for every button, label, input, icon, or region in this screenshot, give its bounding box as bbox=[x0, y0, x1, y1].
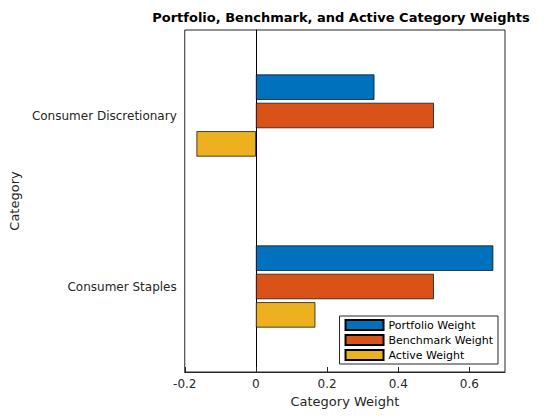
svg-text:Consumer Staples: Consumer Staples bbox=[67, 280, 176, 294]
svg-text:Category: Category bbox=[7, 171, 22, 231]
svg-text:0: 0 bbox=[252, 377, 260, 391]
svg-text:0.4: 0.4 bbox=[389, 377, 408, 391]
svg-text:Consumer Discretionary: Consumer Discretionary bbox=[32, 109, 177, 123]
svg-text:-0.2: -0.2 bbox=[173, 377, 196, 391]
svg-text:Benchmark Weight: Benchmark Weight bbox=[389, 334, 494, 347]
svg-text:Active Weight: Active Weight bbox=[389, 349, 466, 362]
svg-text:0.6: 0.6 bbox=[460, 377, 479, 391]
svg-text:Portfolio Weight: Portfolio Weight bbox=[389, 319, 477, 332]
svg-text:Portfolio, Benchmark, and Acti: Portfolio, Benchmark, and Active Categor… bbox=[152, 10, 530, 25]
svg-text:Category Weight: Category Weight bbox=[290, 394, 399, 409]
svg-text:0.2: 0.2 bbox=[318, 377, 337, 391]
